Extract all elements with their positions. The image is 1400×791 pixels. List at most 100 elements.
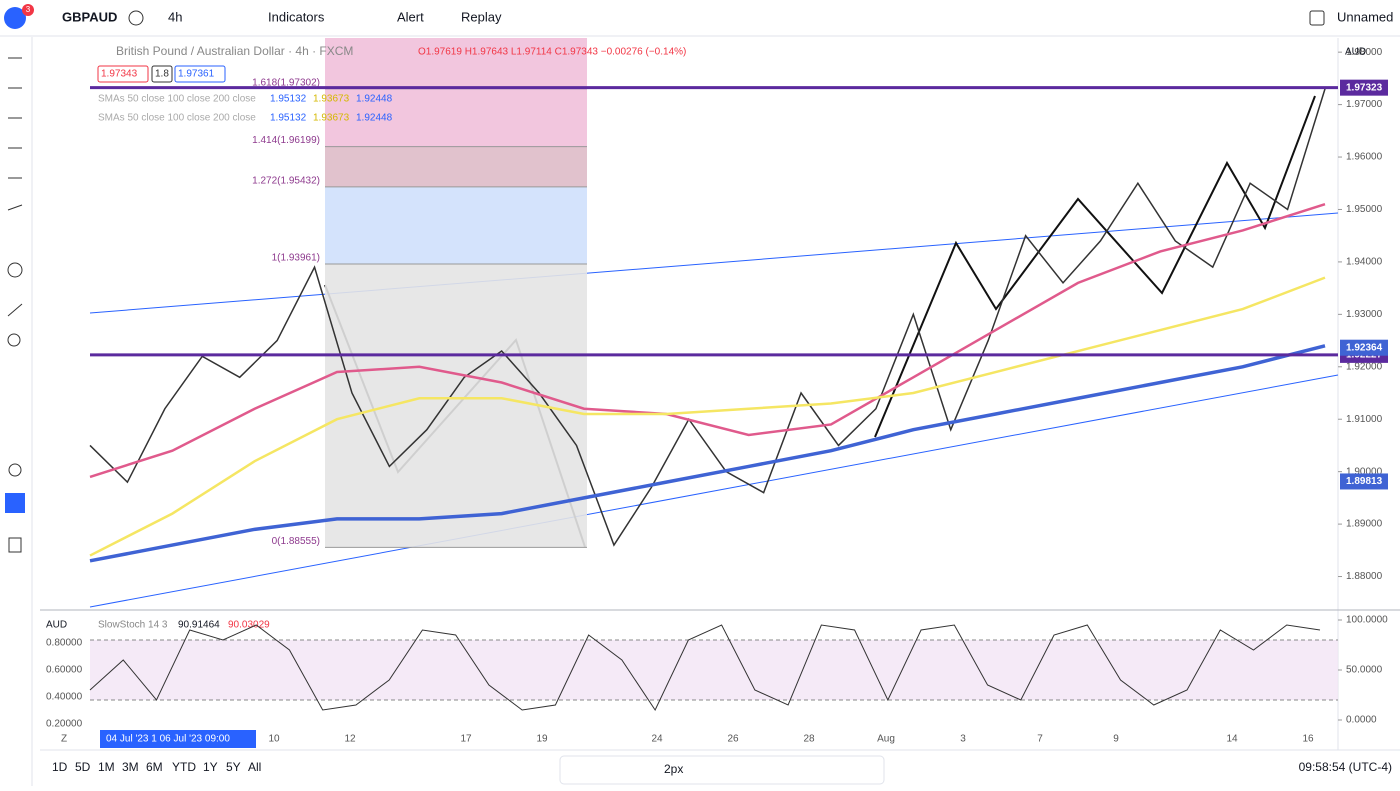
stoch-tick-label: 100.0000 [1346,615,1388,626]
price-box [1340,79,1388,96]
price-chip-label: 1.97361 [178,69,215,80]
drawing-toolbar [559,755,885,785]
price-chip [174,65,226,83]
stoch-value: 90.03029 [228,620,270,631]
x-tick-label: Aug [877,734,895,745]
y-tick-label: 1.95000 [1346,204,1383,215]
clock: 09:58:54 (UTC-4) [1299,760,1392,774]
x-tick-label: 12 [344,734,356,745]
price-box [1340,339,1388,356]
price-box-label: 1.97323 [1346,82,1383,93]
price-line [89,88,1326,547]
x-tick-label: 10 [268,734,280,745]
stoch-title: SlowStoch 14 3 [98,620,168,631]
price-line [89,203,1326,479]
price-chip-label: 1.8 [155,69,169,80]
stoch-band [90,640,1338,700]
price-box-label: 1.89813 [1346,476,1383,487]
range-button[interactable]: 3M [122,760,139,774]
price-box-label: 1.92364 [1346,342,1383,353]
x-tick-label: 14 [1226,734,1238,745]
left-toolbar [0,37,32,786]
price-chip [151,65,173,83]
interval[interactable]: 4h [168,9,182,24]
cursor-box [100,730,256,748]
trend-line [89,212,1339,314]
fib-zone [325,38,587,147]
layout-name[interactable]: Unnamed [1337,9,1393,24]
add-icon[interactable] [128,10,144,26]
alert-button[interactable]: Alert [397,9,424,24]
y-tick-label: 1.90000 [1346,466,1383,477]
legend-ohlc: O1.97619 H1.97643 L1.97114 C1.97343 −0.0… [418,47,686,58]
badge-bg [22,4,34,16]
sma-value: 1.93673 [313,113,350,124]
range-button[interactable]: 1M [98,760,115,774]
plot-area [40,38,1338,608]
price-line [89,276,1326,557]
left-label: 0.60000 [46,665,83,676]
y-tick-label: 1.97000 [1346,99,1383,110]
stoch-value: 90.91464 [178,620,220,631]
symbol[interactable]: GBPAUD [62,9,117,24]
range-button[interactable]: 1Y [203,760,218,774]
range-button[interactable]: 6M [146,760,163,774]
range-button[interactable]: 5D [75,760,91,774]
price-box [1340,473,1388,490]
x-tick-label: 26 [727,734,739,745]
left-label: 0.80000 [46,638,83,649]
sma-value: 1.93673 [313,94,350,105]
left-label: 0.20000 [46,719,83,730]
stroke-width[interactable]: 2px [664,762,683,776]
y-tick-label: 1.91000 [1346,414,1383,425]
x-tick-label: 7 [1037,734,1043,745]
sma-value: 1.92448 [356,113,393,124]
fib-label: 1.272(1.95432) [252,175,320,186]
fib-zone [325,186,587,264]
fib-zone [325,146,587,187]
sma-value: 1.92448 [356,94,393,105]
sma-legend: SMAs 50 close 100 close 200 close [98,113,256,124]
currency: AUD [46,620,67,631]
x-tick-label: 3 [960,734,966,745]
tool-icons[interactable] [5,57,25,553]
x-tick-label: 9 [1113,734,1119,745]
cursor-label: 04 Jul '23 1 06 Jul '23 09:00 [106,734,230,745]
x-tick-label: 28 [803,734,815,745]
fib-label: 1.618(1.97302) [252,77,320,88]
legend-title: British Pound / Australian Dollar · 4h ·… [116,44,353,58]
fib-label: 1(1.93961) [272,253,320,264]
fib-label: 1.414(1.96199) [252,135,320,146]
trend-line [89,374,1339,608]
chart: 1.618(1.97302) 1.414(1.96199) 1.272(1.9543… [46,38,1388,748]
stoch-tick-label: 0.0000 [1346,715,1377,726]
range-button[interactable]: YTD [172,760,196,774]
checkbox[interactable] [1309,10,1325,26]
range-button[interactable]: 1D [52,760,68,774]
indicators-button[interactable]: Indicators [268,9,325,24]
left-label: 0.40000 [46,692,83,703]
price-chip [97,65,149,83]
zigzag [874,95,1316,438]
replay-button[interactable]: Replay [461,9,502,24]
x-tick-label: 19 [536,734,548,745]
y-tick-label: 1.93000 [1346,309,1383,320]
badge: 3 [26,5,31,14]
top-bar [0,0,1400,36]
y-tick-label: 1.96000 [1346,152,1383,163]
y-tick-label: 1.88000 [1346,571,1383,582]
range-button[interactable]: 5Y [226,760,241,774]
x-tick-label: 16 [1302,734,1314,745]
logo[interactable] [4,7,26,29]
currency: AUD [1345,47,1366,58]
x-tick-label: Z [61,734,67,745]
x-tick-label: 17 [460,734,472,745]
range-button[interactable]: All [248,760,261,774]
y-tick-label: 1.98000 [1346,47,1383,58]
price-chip-label: 1.97343 [101,69,138,80]
sma-value: 1.95132 [270,113,307,124]
y-tick-label: 1.92000 [1346,361,1383,372]
y-tick-label: 1.94000 [1346,257,1383,268]
